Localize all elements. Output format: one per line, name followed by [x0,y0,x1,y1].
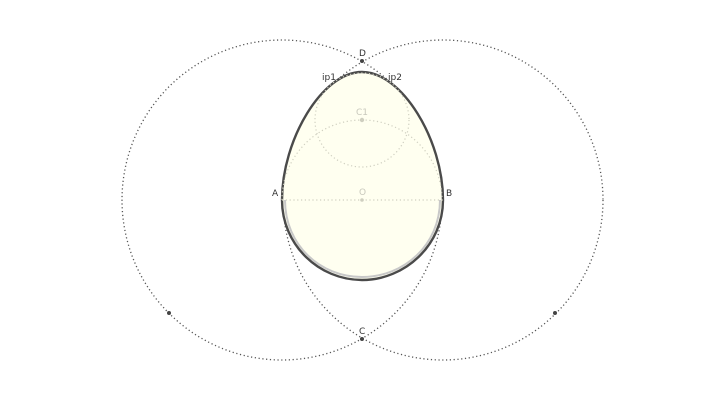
point-c [360,337,364,341]
label-b: B [446,189,452,199]
label-c: C [359,327,365,337]
label-ip2: ip2 [388,73,402,83]
label-ip1: ip1 [322,73,336,83]
point-left-lower [167,311,171,315]
label-c1: C1 [356,108,368,118]
label-d: D [359,49,366,59]
point-o [360,198,364,202]
label-o: O [359,188,366,198]
small-construction-circle [314,72,410,168]
point-c1 [359,117,365,123]
point-d [360,59,364,63]
point-right-lower [553,311,557,315]
egg-shape [280,70,445,282]
egg-inner-outline [284,199,441,279]
label-a: A [272,189,279,199]
